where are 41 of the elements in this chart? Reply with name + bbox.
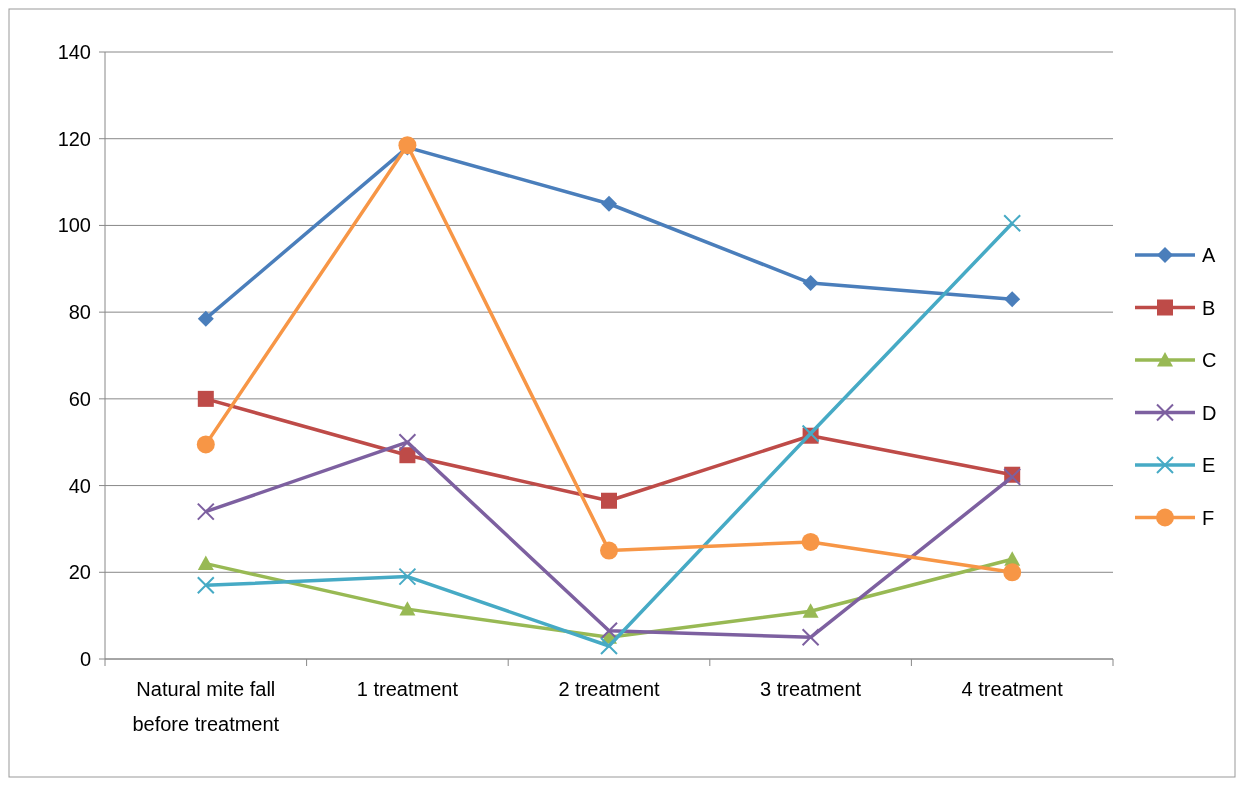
point — [398, 433, 417, 452]
x-tick-label: 1 treatment — [356, 678, 459, 700]
y-tick-label: 100 — [57, 214, 91, 237]
point — [399, 601, 416, 616]
point — [1003, 563, 1022, 582]
point — [801, 532, 820, 551]
y-tick-label: 0 — [79, 648, 91, 670]
point — [197, 390, 214, 407]
y-tick-label: 60 — [68, 387, 91, 410]
point — [196, 576, 215, 595]
y-tick-label: 120 — [57, 127, 91, 150]
point — [601, 492, 617, 509]
point — [802, 275, 819, 292]
x-tick-label: Natural mite fall before treatment — [132, 678, 280, 735]
point — [600, 621, 618, 640]
y-tick-label: 140 — [57, 41, 91, 63]
x-tick-label: 4 treatment — [961, 678, 1064, 700]
point — [197, 555, 214, 571]
point — [196, 502, 215, 521]
legend-label: C — [1202, 349, 1217, 371]
point — [1003, 214, 1022, 233]
point — [600, 541, 618, 560]
legend-label: B — [1202, 296, 1216, 319]
y-tick-label: 40 — [68, 474, 91, 497]
point — [600, 636, 618, 655]
point — [601, 195, 617, 212]
point — [398, 567, 417, 586]
point — [197, 310, 214, 327]
point — [802, 603, 819, 618]
y-tick-label: 80 — [68, 301, 91, 324]
y-tick-label: 20 — [68, 561, 91, 584]
point — [801, 628, 820, 647]
point — [399, 447, 416, 464]
point — [196, 435, 215, 454]
legend-label: F — [1202, 506, 1215, 529]
legend-label: D — [1202, 401, 1217, 424]
legend-label: A — [1202, 244, 1216, 266]
point — [1004, 291, 1021, 308]
legend-label: E — [1202, 454, 1216, 476]
x-tick-label: 3 treatment — [760, 678, 862, 700]
x-tick-label: 2 treatment — [558, 678, 661, 700]
